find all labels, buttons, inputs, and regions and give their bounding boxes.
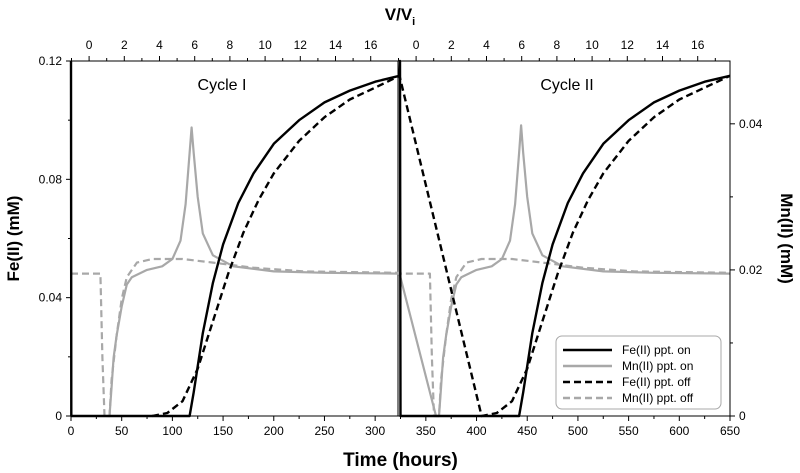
series-line-mn-ii-ppt-on	[106, 124, 731, 418]
x-tick-label: 300	[365, 424, 385, 438]
y-left-tick-label: 0	[55, 409, 62, 423]
top-tick-label: 16	[364, 38, 378, 52]
top-tick-label: 2	[448, 38, 455, 52]
x-axis-title: Time (hours)	[343, 450, 458, 471]
series-line-fe-ii-ppt-on	[69, 59, 731, 418]
top-tick-label: 10	[585, 38, 599, 52]
legend-box	[555, 335, 722, 410]
x-tick-label: 0	[68, 424, 75, 438]
top-axis-title-main: V/V	[385, 5, 413, 24]
x-tick-label: 250	[314, 424, 334, 438]
top-tick-label: 16	[691, 38, 705, 52]
legend-label: Mn(II) ppt. on	[622, 359, 693, 373]
x-tick-label: 500	[568, 424, 588, 438]
top-tick-label: 12	[621, 38, 635, 52]
series-layer	[69, 59, 731, 418]
top-axis-title: V/Vi	[385, 5, 415, 28]
top-tick-label: 4	[156, 38, 163, 52]
top-tick-label: 14	[329, 38, 343, 52]
x-tick-label: 600	[669, 424, 689, 438]
x-tick-label: 450	[517, 424, 537, 438]
x-tick-label: 400	[467, 424, 487, 438]
plot-frame	[70, 60, 731, 417]
top-tick-label: 0	[413, 38, 420, 52]
top-tick-label: 4	[483, 38, 490, 52]
y-left-tick-label: 0.04	[39, 291, 63, 305]
legend: Fe(II) ppt. on Mn(II) ppt. on Fe(II) ppt. …	[555, 335, 722, 410]
series-line-fe-ii-ppt-off	[151, 74, 731, 418]
x-tick-label: 650	[720, 424, 740, 438]
y-right-tick-label: 0.04	[739, 117, 763, 131]
x-tick-label: 100	[162, 424, 182, 438]
top-axis-title-subscript: i	[412, 16, 415, 28]
x-tick-label: 350	[416, 424, 436, 438]
legend-label: Fe(II) ppt. off	[622, 375, 691, 389]
y-axis-left-title: Fe(II) (mM)	[4, 196, 23, 282]
x-tick-label: 150	[213, 424, 233, 438]
top-tick-label: 14	[656, 38, 670, 52]
top-tick-label: 6	[518, 38, 525, 52]
cycle-i-label: Cycle I	[198, 77, 247, 94]
top-tick-label: 10	[258, 38, 272, 52]
y-right-tick-label: 0	[739, 409, 746, 423]
y-axis-right-title: Mn(II) (mM)	[777, 193, 796, 284]
top-tick-label: 12	[294, 38, 308, 52]
y-right-tick-label: 0.02	[739, 263, 763, 277]
top-tick-label: 6	[191, 38, 198, 52]
legend-label: Fe(II) ppt. on	[622, 343, 691, 357]
axes-layer: 0 50 100 150 200 250 300 350 400 450 500 550 600 6500…	[39, 38, 763, 438]
top-tick-label: 8	[554, 38, 561, 52]
x-tick-label: 200	[264, 424, 284, 438]
top-tick-label: 8	[227, 38, 234, 52]
y-left-tick-label: 0.12	[39, 54, 63, 68]
cycle-ii-label: Cycle II	[540, 77, 593, 94]
legend-label: Mn(II) ppt. off	[622, 391, 694, 405]
y-left-tick-label: 0.08	[39, 172, 63, 186]
top-tick-label: 0	[86, 38, 93, 52]
top-tick-label: 2	[121, 38, 128, 52]
x-tick-label: 50	[115, 424, 129, 438]
x-tick-label: 550	[619, 424, 639, 438]
